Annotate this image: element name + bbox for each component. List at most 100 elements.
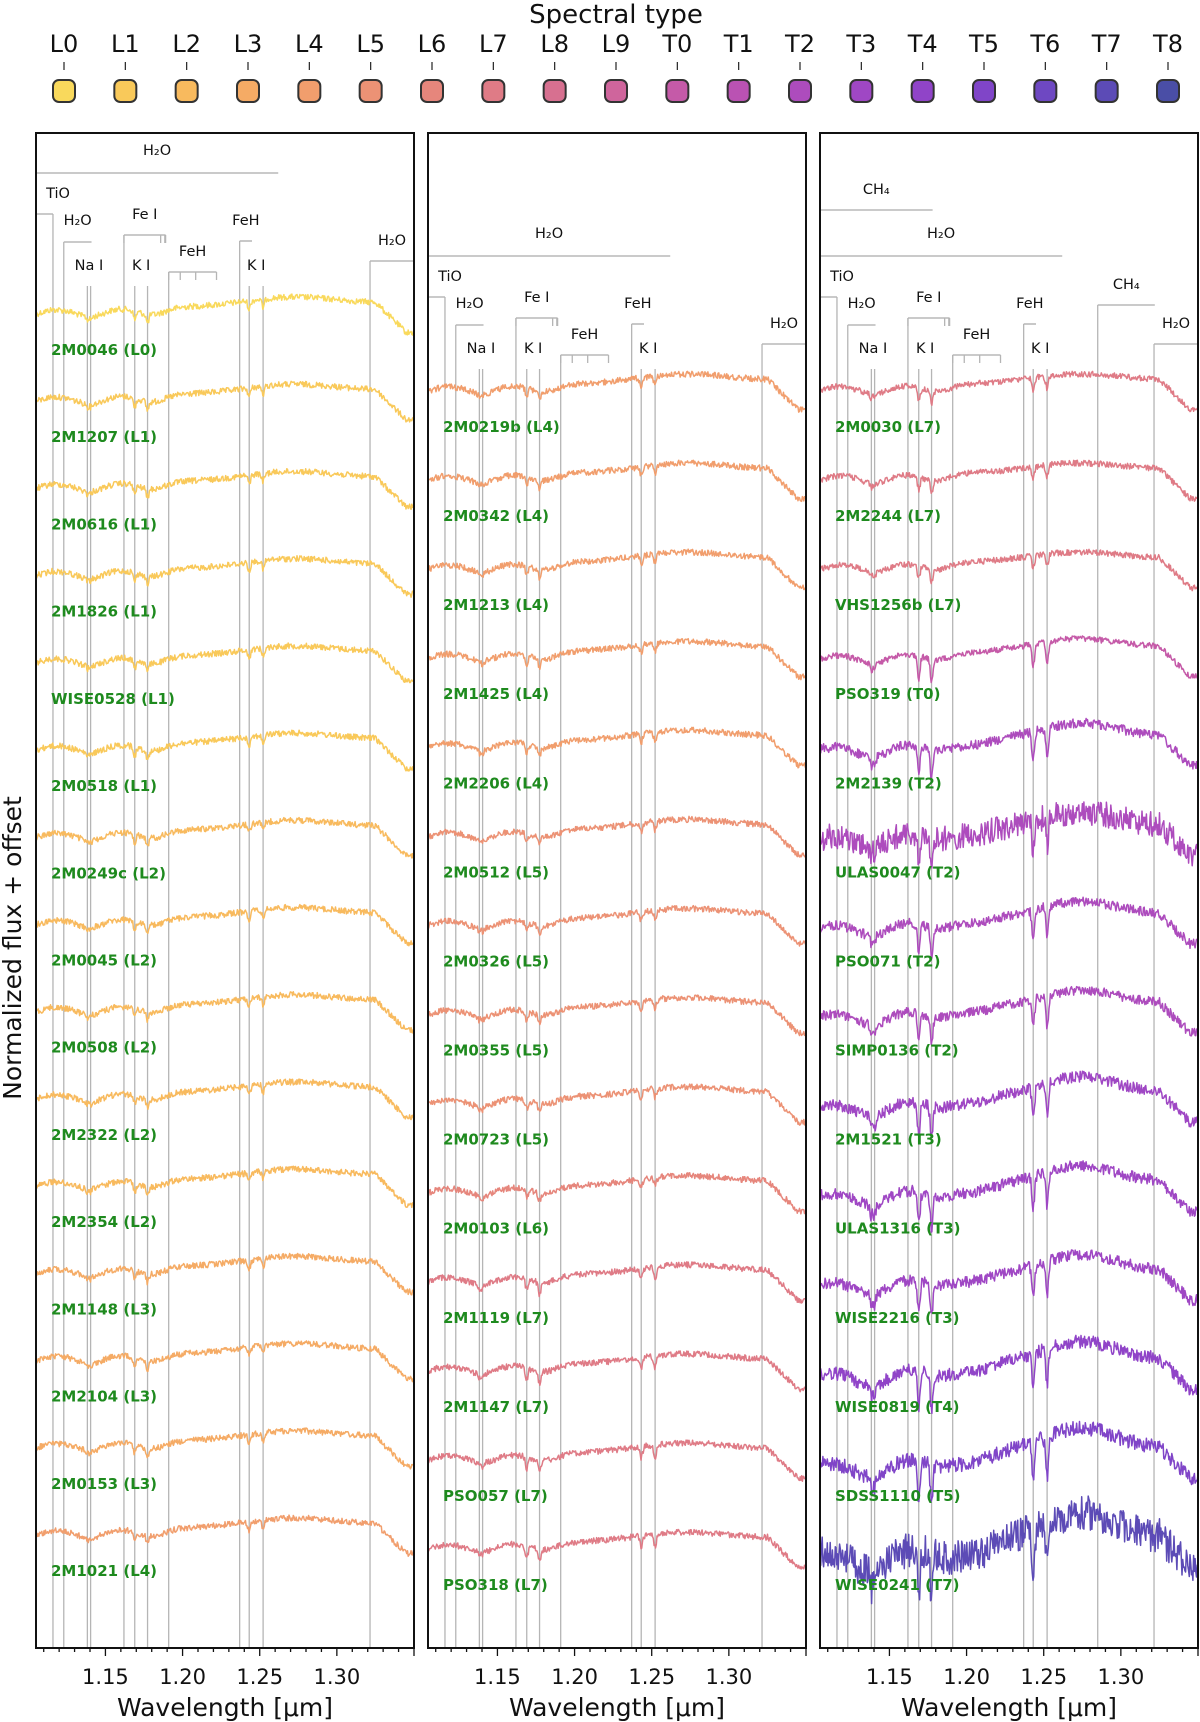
object-label: 2M2322 (L2): [51, 1126, 157, 1144]
object-label: 2M0723 (L5): [443, 1131, 549, 1149]
feature-label: TiO: [829, 269, 854, 285]
x-tick-label: 1.30: [1097, 1665, 1144, 1689]
object-label: 2M2139 (T2): [835, 774, 942, 792]
spectra-traces: 2M0030 (L7) 2M2244 (L7) VHS1256b (L7) PSO31…: [819, 370, 1199, 1605]
object-label: 2M0342 (L4): [443, 507, 549, 525]
spectrum-line: [819, 801, 1199, 869]
spectrum-line: [819, 985, 1199, 1046]
object-label: PSO319 (T0): [835, 685, 940, 703]
spectral-type-colorbar: L0 L1 L2 L3 L4 L5 L6 L7 L8 L9 T0 T1 T2 T3 T4 T5 T6 T7 T8: [50, 30, 1183, 103]
object-label: 2M1119 (L7): [443, 1309, 549, 1327]
feature-label: Fe I: [916, 290, 941, 306]
feature-label: Fe I: [132, 207, 157, 223]
y-axis-label: Normalized flux + offset: [0, 796, 27, 1100]
feature-label: H₂O: [535, 226, 563, 242]
x-axis: 1.15 1.20 1.25 1.30 Wavelength [μm]: [827, 1648, 1199, 1722]
spectrum-line: [35, 555, 415, 598]
spectral-type-label: T0: [661, 30, 692, 58]
spectral-type-swatch: [972, 79, 996, 103]
x-tick-label: 1.15: [866, 1665, 913, 1689]
object-label: WISE2216 (T3): [835, 1309, 960, 1327]
object-label: 2M0518 (L1): [51, 777, 157, 795]
feature-label: FeH: [571, 327, 598, 343]
feature-annotations: H₂O TiO H₂O Fe I FeH Na I K I FeH K I H₂O: [36, 143, 414, 1648]
feature-label: K I: [524, 341, 542, 357]
spectrum-line: [427, 1261, 807, 1304]
x-axis: 1.15 1.20 1.25 1.30 Wavelength [μm]: [43, 1648, 415, 1722]
panel-frame: [35, 132, 415, 1649]
spectrum-line: [819, 1249, 1199, 1314]
spectral-type-label: T3: [845, 30, 876, 58]
spectrum-line: [427, 1350, 807, 1393]
spectral-type-label: L3: [234, 30, 263, 58]
spectrum-line: [35, 1078, 415, 1121]
object-label: 2M1148 (L3): [51, 1300, 157, 1318]
feature-label: H₂O: [848, 296, 876, 312]
spectral-type-swatch: [1033, 79, 1058, 103]
spectrum-line: [427, 1172, 807, 1215]
object-label: 2M0219b (L4): [443, 418, 560, 436]
object-label: 2M1213 (L4): [443, 596, 549, 614]
spectral-type-swatch: [420, 79, 444, 103]
spectra-traces: 2M0219b (L4) 2M0342 (L4) 2M1213 (L4) 2M1425…: [427, 370, 807, 1594]
spectral-type-swatch: [174, 79, 199, 103]
feature-label: H₂O: [64, 213, 92, 229]
spectrum-line: [819, 635, 1199, 684]
spectral-type-label: T5: [968, 30, 999, 58]
feature-label: K I: [639, 341, 657, 357]
spectrum-line: [427, 637, 807, 681]
object-label: PSO318 (L7): [443, 1576, 548, 1594]
spectral-type-swatch: [604, 79, 628, 103]
x-tick-label: 1.20: [551, 1665, 598, 1689]
x-tick-label: 1.20: [943, 1665, 990, 1689]
object-label: WISE0819 (T4): [835, 1398, 960, 1416]
object-label: 2M0046 (L0): [51, 341, 157, 359]
object-label: ULAS0047 (T2): [835, 863, 961, 881]
feature-label: CH₄: [863, 182, 890, 198]
object-label: 2M0030 (L7): [835, 418, 941, 436]
spectrum-line: [819, 459, 1199, 502]
spectrum-line: [427, 904, 807, 947]
spectral-type-label: L5: [356, 30, 385, 58]
feature-label: H₂O: [770, 316, 798, 332]
spectral-type-swatch: [236, 79, 260, 103]
spectral-type-label: L6: [418, 30, 447, 58]
object-label: PSO071 (T2): [835, 952, 940, 970]
object-label: PSO057 (L7): [443, 1487, 548, 1505]
object-label: WISE0241 (T7): [835, 1576, 960, 1594]
feature-label: K I: [247, 258, 265, 274]
spectrum-line: [427, 815, 807, 858]
object-label: 2M1207 (L1): [51, 428, 157, 446]
object-label: 2M2206 (L4): [443, 774, 549, 792]
x-tick-label: 1.25: [628, 1665, 675, 1689]
spectral-type-label: T6: [1029, 30, 1060, 58]
spectrum-line: [35, 380, 415, 423]
spectrum-line: [35, 1514, 415, 1557]
x-tick-label: 1.30: [313, 1665, 360, 1689]
object-label: 2M0249c (L2): [51, 864, 166, 882]
spectral-type-swatch: [542, 79, 567, 103]
x-tick-label: 1.20: [159, 1665, 206, 1689]
spectral-type-swatch: [113, 79, 138, 103]
spectral-type-label: T1: [723, 30, 754, 58]
spectrum-line: [819, 717, 1199, 783]
spectrum-line: [819, 1070, 1199, 1140]
spectrum-line: [35, 1252, 415, 1296]
object-label: 2M1147 (L7): [443, 1398, 549, 1416]
object-label: VHS1256b (L7): [835, 596, 961, 614]
spectrum-line: [427, 994, 807, 1037]
spectral-type-swatch: [665, 79, 690, 103]
spectral-type-label: T8: [1152, 30, 1183, 58]
object-label: 2M0103 (L6): [443, 1220, 549, 1238]
feature-label: K I: [1031, 341, 1049, 357]
x-tick-label: 1.25: [1020, 1665, 1067, 1689]
object-label: 2M0355 (L5): [443, 1042, 549, 1060]
spectrum-line: [819, 896, 1199, 959]
spectra-panel: H₂O TiO H₂O Fe I FeH Na I K I FeH K I H₂O CH₄ CH₄ 2M…: [819, 132, 1199, 1722]
feature-label: TiO: [45, 186, 70, 202]
x-tick-label: 1.15: [474, 1665, 521, 1689]
object-label: SIMP0136 (T2): [835, 1042, 959, 1060]
x-tick-label: 1.30: [705, 1665, 752, 1689]
object-label: 2M2354 (L2): [51, 1213, 157, 1231]
spectrum-line: [427, 1439, 807, 1483]
